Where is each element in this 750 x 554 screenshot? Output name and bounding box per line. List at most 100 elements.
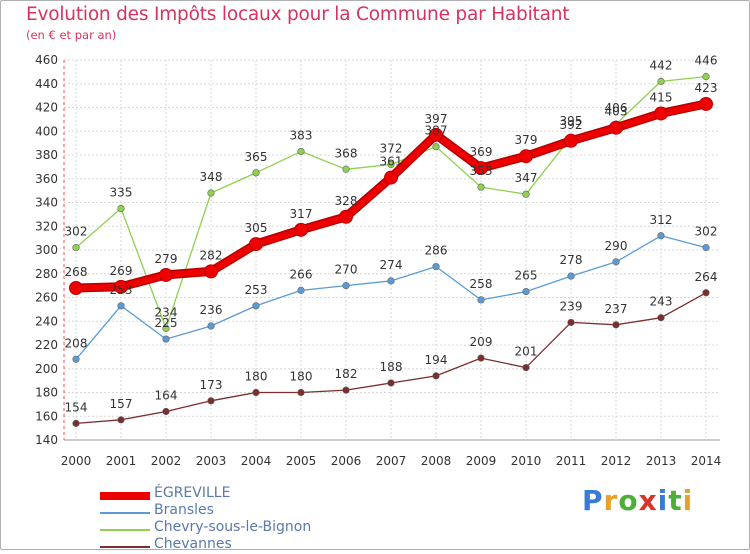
legend-swatch-egreville <box>100 492 150 500</box>
data-point <box>474 161 488 176</box>
data-point <box>387 277 395 285</box>
data-label: 415 <box>650 90 673 104</box>
x-tick-label: 2004 <box>241 454 272 468</box>
data-point <box>432 263 440 271</box>
data-point <box>297 388 305 397</box>
data-label: 317 <box>290 207 313 221</box>
y-tick-label: 320 <box>35 219 58 233</box>
data-point <box>657 314 665 322</box>
data-point <box>702 244 710 252</box>
data-label: 208 <box>65 336 88 350</box>
x-tick-label: 2005 <box>286 454 317 468</box>
legend-label-bransles: Bransles <box>154 502 214 518</box>
data-point <box>204 264 218 279</box>
data-label: 305 <box>245 221 268 235</box>
y-tick-label: 340 <box>35 196 58 210</box>
data-label: 392 <box>560 118 583 132</box>
data-point <box>159 267 173 282</box>
data-point <box>522 287 530 296</box>
data-point <box>699 96 713 111</box>
data-label: 274 <box>380 258 403 272</box>
data-point <box>297 147 305 156</box>
data-label: 258 <box>470 277 493 291</box>
data-point <box>477 183 485 191</box>
data-labels: 154 157 164 173 180 180 182 188 194 209 201 239 237 2… <box>65 54 718 415</box>
data-point <box>522 363 530 372</box>
data-point <box>564 133 578 148</box>
data-point <box>162 407 170 416</box>
data-point <box>252 388 260 397</box>
data-point <box>162 335 170 343</box>
data-label: 265 <box>515 269 538 283</box>
x-tick-label: 2001 <box>106 454 137 468</box>
data-point <box>72 419 80 427</box>
data-point <box>342 282 350 290</box>
data-point <box>252 302 260 310</box>
data-label: 446 <box>695 54 718 68</box>
proxiti-logo: Proxiti <box>582 484 694 517</box>
data-label: 209 <box>470 335 493 349</box>
data-label: 173 <box>200 378 223 392</box>
data-point <box>342 386 350 394</box>
data-label: 266 <box>290 267 313 281</box>
data-label: 365 <box>245 150 268 164</box>
data-point <box>702 73 710 81</box>
data-label: 282 <box>200 248 223 262</box>
y-tick-label: 180 <box>35 386 58 400</box>
chart-subtitle: (en € et par an) <box>26 28 117 42</box>
y-tick-label: 460 <box>35 53 58 67</box>
data-label: 423 <box>695 81 718 95</box>
data-label: 270 <box>335 263 358 277</box>
y-tick-label: 440 <box>35 77 58 91</box>
y-tick-label: 360 <box>35 172 58 186</box>
data-label: 157 <box>110 397 133 411</box>
data-point <box>117 416 125 424</box>
data-label: 279 <box>155 252 178 266</box>
data-label: 406 <box>605 101 628 115</box>
y-tick-label: 380 <box>35 148 58 162</box>
x-tick-label: 2009 <box>466 454 497 468</box>
data-label: 182 <box>335 367 358 381</box>
y-tick-label: 220 <box>35 338 58 352</box>
y-tick-label: 200 <box>35 362 58 376</box>
data-label: 236 <box>200 303 223 317</box>
legend-swatch-chevry <box>100 529 150 531</box>
data-point <box>429 127 443 142</box>
data-label: 253 <box>245 283 268 297</box>
x-tick-label: 2008 <box>421 454 452 468</box>
data-label: 201 <box>515 345 538 359</box>
x-tick-label: 2006 <box>331 454 362 468</box>
data-point <box>657 77 665 85</box>
x-tick-label: 2007 <box>376 454 407 468</box>
y-tick-label: 160 <box>35 409 58 423</box>
x-tick-label: 2003 <box>196 454 227 468</box>
data-point <box>207 322 215 330</box>
x-tick-label: 2014 <box>691 454 722 468</box>
data-point <box>612 321 620 329</box>
x-tick-label: 2013 <box>646 454 677 468</box>
data-label: 278 <box>560 253 583 267</box>
data-point <box>477 354 485 362</box>
data-point <box>72 355 80 363</box>
data-point <box>477 296 485 304</box>
data-label: 395 <box>560 114 583 128</box>
data-point <box>342 165 350 173</box>
y-tick-label: 420 <box>35 101 58 115</box>
x-tick-label: 2000 <box>61 454 92 468</box>
data-point <box>387 160 395 169</box>
data-label: 269 <box>110 264 133 278</box>
y-tick-label: 240 <box>35 314 58 328</box>
y-tick-label: 260 <box>35 291 58 305</box>
y-tick-label: 400 <box>35 124 58 138</box>
data-label: 348 <box>200 170 223 184</box>
data-point <box>294 222 308 237</box>
x-tick-label: 2011 <box>556 454 587 468</box>
data-point <box>207 189 215 197</box>
data-point <box>114 279 128 294</box>
data-label: 335 <box>110 185 133 199</box>
data-label: 239 <box>560 299 583 313</box>
data-label: 164 <box>155 389 178 403</box>
legend-label-chevry: Chevry-sous-le-Bignon <box>154 519 312 535</box>
legend-swatch-bransles <box>100 512 150 514</box>
